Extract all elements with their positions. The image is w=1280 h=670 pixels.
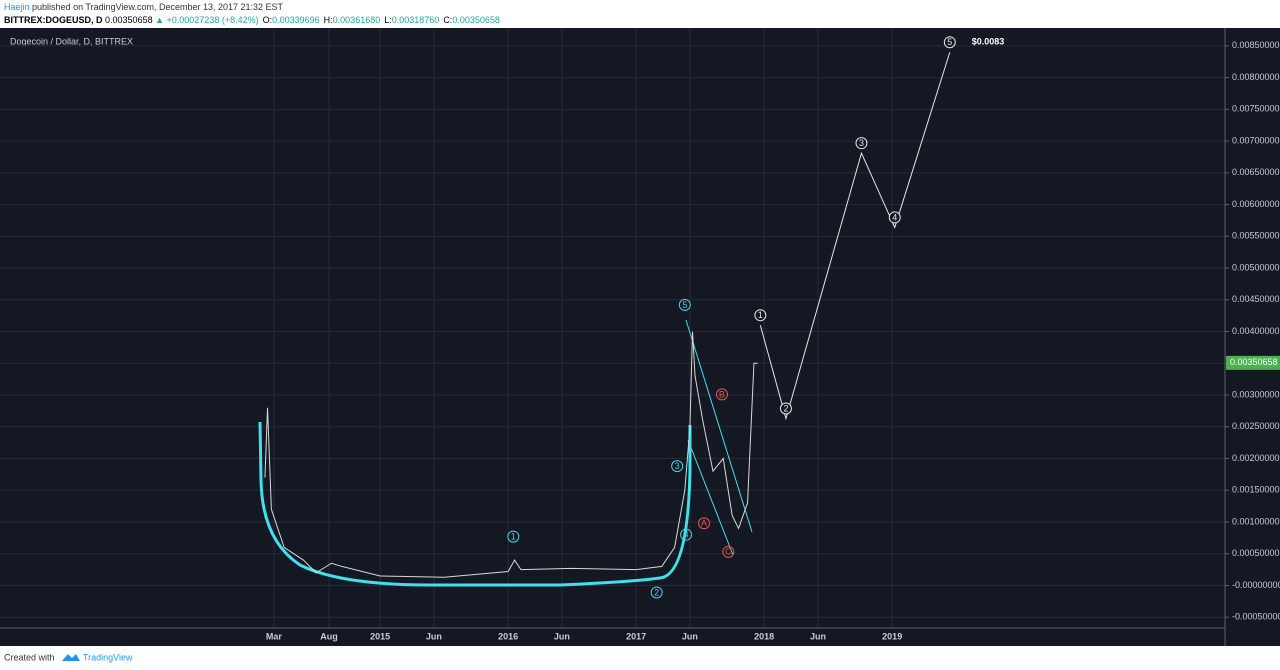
price-line <box>759 52 951 421</box>
ohlc-value: 0.00339696 <box>272 15 320 25</box>
ohlc-value: 0.00350658 <box>452 15 500 25</box>
wave-marker <box>715 388 728 401</box>
wave-marker-label: 4 <box>684 530 689 540</box>
y-tick-label: 0.00100000 <box>1232 516 1280 526</box>
y-tick-label: 0.00400000 <box>1232 326 1280 336</box>
footer-brand[interactable]: TradingView <box>83 652 133 662</box>
wave-marker <box>722 545 735 558</box>
wave-marker-label: C <box>725 547 732 557</box>
ohlc-value: 0.00361680 <box>333 15 381 25</box>
y-tick-label: 0.00150000 <box>1232 485 1280 495</box>
ohlc-value: 0.00318760 <box>392 15 440 25</box>
wave-marker <box>650 586 663 599</box>
x-tick-label: Jun <box>682 631 698 641</box>
y-tick-label: 0.00300000 <box>1232 389 1280 399</box>
y-tick-label: 0.00500000 <box>1232 262 1280 272</box>
y-tick-label: 0.00850000 <box>1232 40 1280 50</box>
ohlc-key: H: <box>324 15 333 25</box>
logo <box>62 654 80 661</box>
symbol: BITTREX:DOGEUSD, D <box>4 15 103 25</box>
published: published on TradingView.com, December 1… <box>32 2 283 12</box>
y-tick-label: 0.00050000 <box>1232 548 1280 558</box>
wave-label: 4 <box>892 212 897 222</box>
y-tick-label: 0.00750000 <box>1232 104 1280 114</box>
y-tick-label: 0.00650000 <box>1232 167 1280 177</box>
y-tick-label: 0.00700000 <box>1232 135 1280 145</box>
wave-marker-label: 1 <box>511 531 516 541</box>
y-tick-label: 0.00250000 <box>1232 421 1280 431</box>
ohlc-key: O: <box>263 15 273 25</box>
wave-marker-label: B <box>719 389 725 399</box>
wave-marker <box>678 298 691 311</box>
wave-marker <box>698 517 711 530</box>
trend-lines <box>685 319 753 556</box>
x-tick-label: 2016 <box>498 631 518 641</box>
y-tick-label: 0.00550000 <box>1232 231 1280 241</box>
plot: 1 2 3 4 5 $0.0083 1 2 3 4 5 A B C <box>264 36 1005 599</box>
change: ▲ +0.00027238 (+8.42%) <box>155 15 258 25</box>
x-tick-label: Mar <box>266 631 283 641</box>
x-tick-label: Jun <box>554 631 570 641</box>
wave-point <box>855 137 868 150</box>
wave-label: 1 <box>758 310 763 320</box>
x-tick-label: 2017 <box>626 631 646 641</box>
wave-point <box>943 36 956 49</box>
chart-title: Dogecoin / Dollar, D, BITTREX <box>10 36 133 46</box>
x-tick-label: Jun <box>810 631 826 641</box>
ohlc: O:0.00339696 H:0.00361680 L:0.00318760 C:0.… <box>263 15 500 25</box>
wave-point <box>779 402 792 415</box>
grid <box>0 28 1225 628</box>
y-tick-label: 0.00200000 <box>1232 453 1280 463</box>
rounding-bottom <box>258 421 692 587</box>
y-tick-label: 0.00800000 <box>1232 72 1280 82</box>
drawings <box>258 319 753 587</box>
header-line-2: BITTREX:DOGEUSD, D 0.00350658 ▲ +0.00027… <box>4 15 500 25</box>
ohlc-key: C: <box>443 15 452 25</box>
last-price-box <box>1226 355 1280 370</box>
y-tick-label: 0.00450000 <box>1232 294 1280 304</box>
footer-created: Created with <box>4 652 55 662</box>
wave-label: 2 <box>783 403 788 413</box>
wave-marker <box>507 530 520 543</box>
x-tick-label: Aug <box>320 631 338 641</box>
wave-point <box>888 211 901 224</box>
last: 0.00350658 <box>105 15 153 25</box>
y-tick-label: -0.00000000 <box>1232 580 1280 590</box>
x-tick-label: 2019 <box>882 631 902 641</box>
y-tick-label: -0.00050000 <box>1232 612 1280 622</box>
wave-marker-label: A <box>701 518 707 528</box>
wave-point <box>754 309 767 322</box>
x-tick-label: 2018 <box>754 631 774 641</box>
wave-marker <box>671 460 684 473</box>
last-price-label: 0.00350658 <box>1230 357 1278 367</box>
wave-marker-label: 5 <box>682 300 687 310</box>
wave-label: 5 <box>947 37 952 47</box>
wave-label: 3 <box>859 138 864 148</box>
author[interactable]: Haejin <box>4 2 30 12</box>
x-tick-label: 2015 <box>370 631 390 641</box>
target-label: $0.0083 <box>972 37 1005 47</box>
wave-marker <box>680 528 693 541</box>
y-tick-label: 0.00600000 <box>1232 199 1280 209</box>
price-line <box>264 331 758 578</box>
header-line-1: Haejin published on TradingView.com, Dec… <box>4 2 284 12</box>
wave-marker-label: 2 <box>654 587 659 597</box>
wave-marker-label: 3 <box>675 461 680 471</box>
ohlc-key: L: <box>384 15 392 25</box>
chart-bg <box>0 28 1280 646</box>
x-tick-label: Jun <box>426 631 442 641</box>
